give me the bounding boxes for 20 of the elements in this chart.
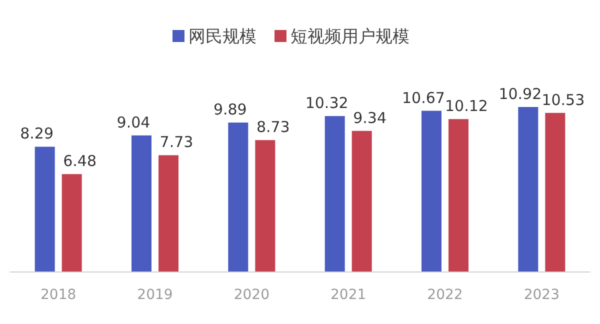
data-label: 10.92	[498, 85, 542, 103]
data-label: 8.73	[256, 118, 290, 136]
data-label: 10.67	[402, 88, 445, 107]
x-tick-label: 2023	[524, 287, 560, 303]
data-label: 10.32	[305, 94, 348, 112]
x-tick-label: 2019	[137, 287, 173, 303]
data-label: 8.29	[20, 124, 54, 143]
x-tick-label: 2021	[330, 287, 366, 303]
legend-label: 短视频用户规模	[290, 27, 410, 47]
x-tick-label: 2022	[427, 287, 463, 303]
data-label: 9.34	[353, 108, 387, 127]
data-label: 9.89	[213, 100, 247, 119]
x-tick-label: 2018	[40, 287, 76, 303]
data-label: 9.04	[116, 113, 150, 132]
data-label: 6.48	[63, 152, 97, 170]
data-label: 10.12	[445, 97, 488, 116]
data-label: 7.73	[160, 133, 194, 152]
legend-label: 网民规模	[188, 27, 256, 47]
data-label: 10.53	[542, 90, 585, 109]
x-tick-label: 2020	[234, 287, 270, 303]
